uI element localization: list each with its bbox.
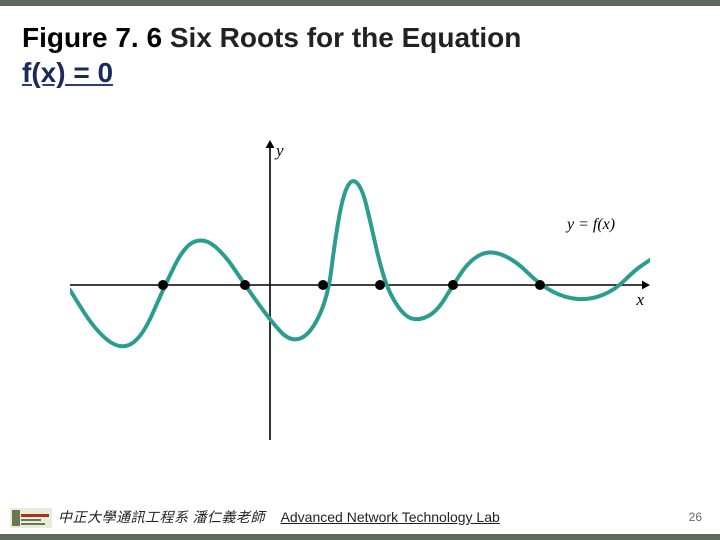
footer: 中正大學通訊工程系 潘仁義老師 Advanced Network Technol… [0, 504, 720, 530]
bottom-border [0, 534, 720, 540]
footer-text: 中正大學通訊工程系 潘仁義老師 Advanced Network Technol… [58, 507, 500, 527]
function-graph: y x y = f(x) [70, 140, 650, 440]
page-number: 26 [689, 510, 702, 524]
figure-number: Figure 7. 6 [22, 22, 162, 53]
svg-text:y = f(x): y = f(x) [565, 216, 615, 233]
graph-svg: y x y = f(x) [70, 140, 650, 440]
footer-left: 中正大學通訊工程系 潘仁義老師 Advanced Network Technol… [10, 506, 500, 528]
footer-cjk: 中正大學通訊工程系 潘仁義老師 [58, 511, 265, 526]
svg-text:x: x [635, 290, 644, 309]
title-text-1: Six Roots for the Equation [162, 22, 521, 53]
footer-lab-name: Advanced Network Technology Lab [281, 509, 500, 525]
title-equation: f(x) = 0 [22, 57, 113, 88]
slide: Figure 7. 6 Six Roots for the Equation f… [0, 0, 720, 540]
slide-title: Figure 7. 6 Six Roots for the Equation f… [22, 20, 692, 90]
lab-logo [10, 506, 52, 528]
svg-text:y: y [274, 141, 284, 160]
top-border [0, 0, 720, 6]
